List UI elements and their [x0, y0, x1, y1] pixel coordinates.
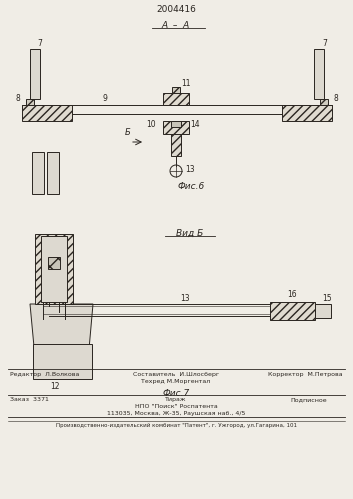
Text: Фис.7: Фис.7 — [162, 389, 190, 398]
Text: А  –  А: А – А — [162, 21, 190, 30]
Text: 15: 15 — [322, 294, 331, 303]
Bar — [163, 93, 189, 105]
Bar — [33, 344, 92, 379]
Bar — [314, 49, 324, 99]
Bar — [30, 49, 40, 99]
Bar — [47, 152, 59, 194]
Bar — [41, 236, 67, 302]
Text: 7: 7 — [37, 39, 42, 48]
Text: Тираж: Тираж — [165, 397, 187, 402]
Text: 13: 13 — [180, 294, 190, 303]
Bar — [163, 121, 189, 134]
Text: 8: 8 — [15, 94, 20, 103]
Polygon shape — [30, 304, 93, 379]
Bar — [22, 105, 72, 121]
Text: Заказ  3371: Заказ 3371 — [10, 397, 49, 402]
Text: 12: 12 — [50, 382, 60, 391]
Bar — [171, 134, 181, 156]
Text: Корректор  М.Петрова: Корректор М.Петрова — [268, 372, 343, 377]
Text: 2004416: 2004416 — [156, 5, 196, 14]
Bar — [48, 257, 60, 269]
Bar — [171, 121, 181, 127]
Bar — [35, 234, 73, 304]
Bar — [282, 105, 332, 121]
Text: 9: 9 — [103, 94, 107, 103]
Bar — [270, 302, 315, 320]
Text: 14: 14 — [190, 120, 200, 129]
Bar — [315, 304, 331, 318]
Text: 10: 10 — [146, 120, 156, 129]
Text: 11: 11 — [181, 79, 191, 88]
Text: Подписное: Подписное — [290, 397, 327, 402]
Bar — [26, 99, 34, 105]
Text: 8: 8 — [334, 94, 339, 103]
Text: НПО "Поиск" Роспатента: НПО "Поиск" Роспатента — [134, 404, 217, 409]
Bar — [320, 99, 328, 105]
Text: Вид Б: Вид Б — [176, 229, 204, 238]
Text: Б: Б — [125, 128, 131, 137]
Text: Фис.6: Фис.6 — [177, 182, 205, 191]
Text: Производственно-издательский комбинат "Патент", г. Ужгород, ул.Гагарина, 101: Производственно-издательский комбинат "П… — [55, 423, 297, 428]
Text: Редактор  Л.Волкова: Редактор Л.Волкова — [10, 372, 79, 377]
Text: Техред М.Моргентал: Техред М.Моргентал — [141, 379, 211, 384]
Text: 113035, Москва, Ж-35, Раушская наб., 4/5: 113035, Москва, Ж-35, Раушская наб., 4/5 — [107, 411, 245, 416]
Text: 16: 16 — [287, 290, 297, 299]
Bar — [32, 152, 44, 194]
Text: Составитель  И.Шлосберг: Составитель И.Шлосберг — [133, 372, 219, 377]
Bar — [172, 87, 180, 93]
Text: 13: 13 — [185, 165, 195, 174]
Text: 7: 7 — [322, 39, 327, 48]
